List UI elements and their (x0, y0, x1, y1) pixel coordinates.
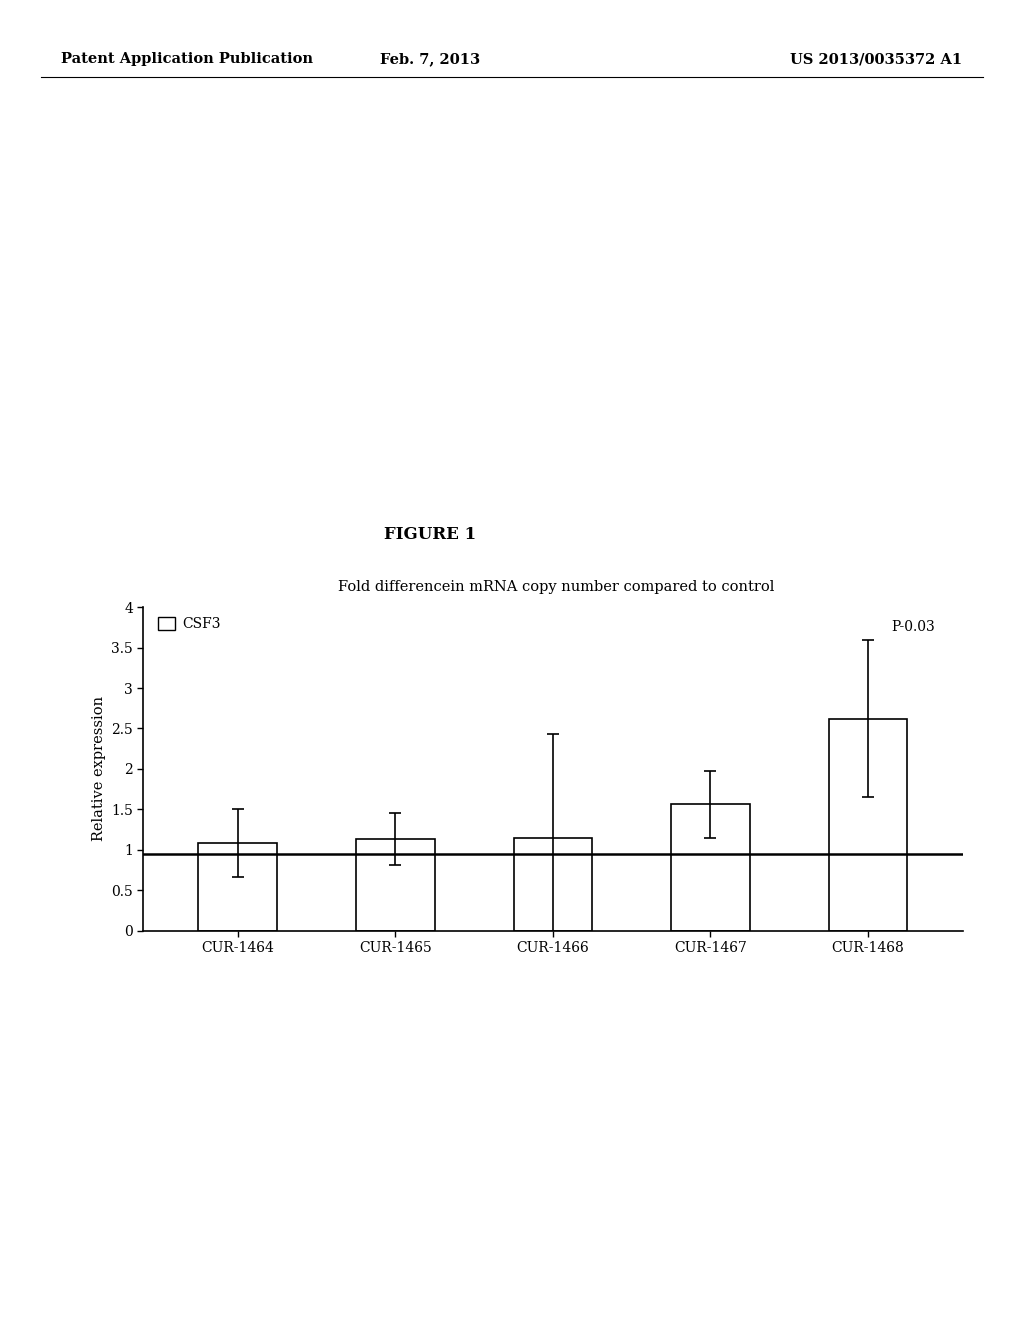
Text: US 2013/0035372 A1: US 2013/0035372 A1 (791, 53, 963, 66)
Legend: CSF3: CSF3 (159, 618, 220, 631)
Bar (671, 804, 750, 931)
Bar (356, 840, 435, 931)
Text: FIGURE 1: FIGURE 1 (384, 527, 476, 543)
Bar (199, 843, 278, 931)
Text: P-0.03: P-0.03 (892, 620, 935, 634)
Bar (514, 838, 592, 931)
Bar (828, 719, 907, 931)
Text: Patent Application Publication: Patent Application Publication (61, 53, 313, 66)
Text: Feb. 7, 2013: Feb. 7, 2013 (380, 53, 480, 66)
Text: Fold differencein mRNA copy number compared to control: Fold differencein mRNA copy number compa… (338, 581, 774, 594)
Y-axis label: Relative expression: Relative expression (91, 697, 105, 841)
